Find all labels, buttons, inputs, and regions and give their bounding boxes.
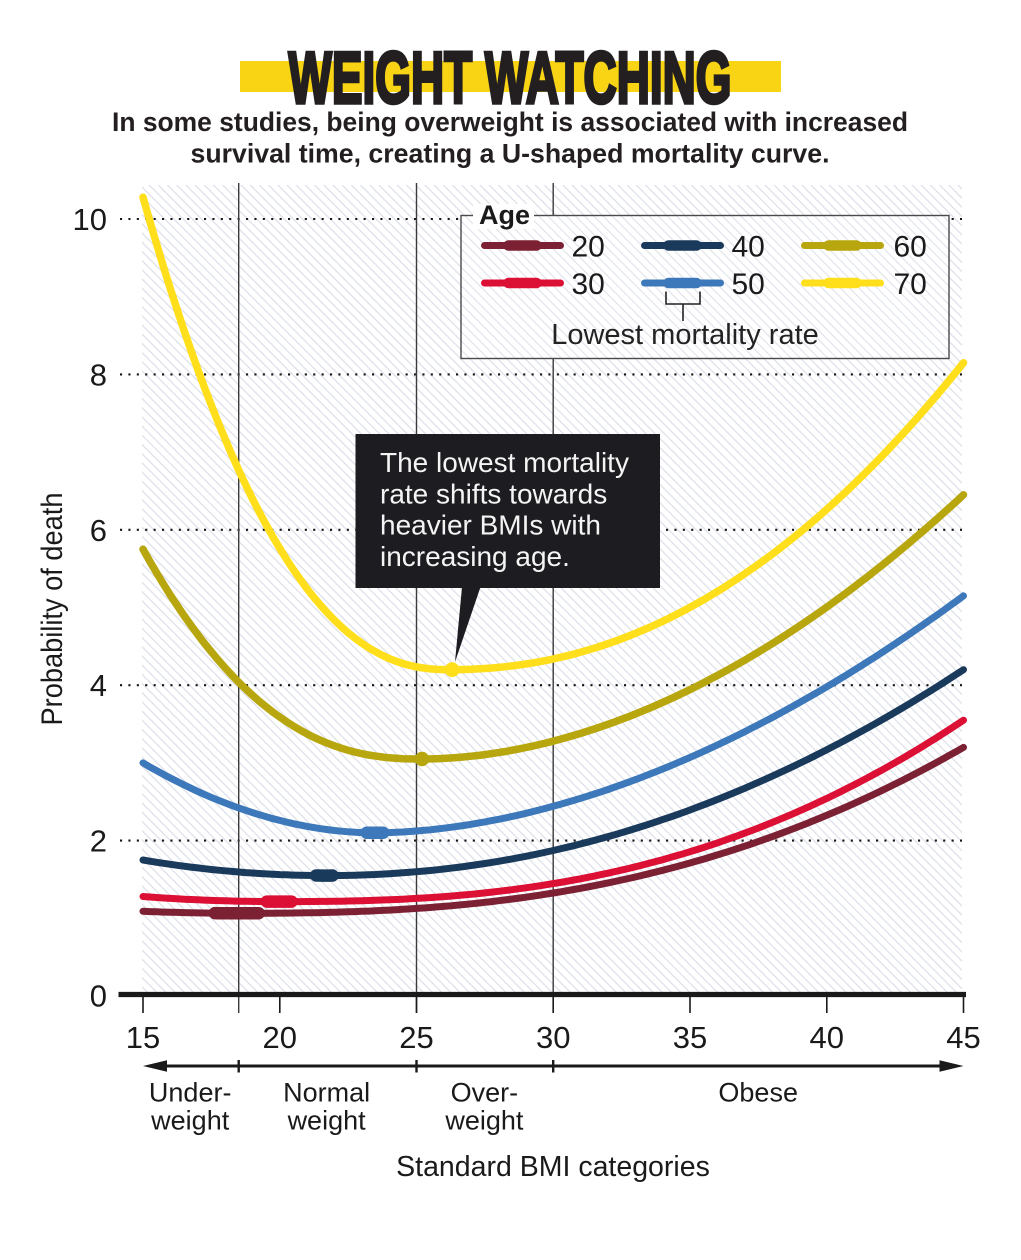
- svg-text:heavier BMIs with: heavier BMIs with: [380, 510, 601, 541]
- svg-text:50: 50: [732, 268, 765, 301]
- svg-text:Age: Age: [479, 200, 530, 230]
- svg-text:20: 20: [263, 1020, 297, 1055]
- svg-text:40: 40: [732, 231, 765, 264]
- svg-text:increasing age.: increasing age.: [380, 541, 570, 572]
- svg-text:0: 0: [90, 979, 107, 1014]
- svg-text:10: 10: [73, 202, 107, 237]
- svg-text:60: 60: [894, 231, 927, 264]
- svg-text:40: 40: [810, 1020, 844, 1055]
- svg-text:rate shifts towards: rate shifts towards: [380, 478, 607, 509]
- svg-text:Over-: Over-: [451, 1078, 519, 1108]
- svg-text:70: 70: [894, 268, 927, 301]
- svg-text:Probability of death: Probability of death: [36, 493, 69, 726]
- svg-text:survival time, creating a U-sh: survival time, creating a U-shaped morta…: [191, 139, 830, 169]
- svg-text:2: 2: [90, 824, 107, 859]
- svg-text:45: 45: [946, 1020, 980, 1055]
- svg-text:30: 30: [572, 268, 605, 301]
- svg-text:35: 35: [673, 1020, 707, 1055]
- svg-text:Normal: Normal: [283, 1078, 370, 1108]
- svg-text:20: 20: [572, 231, 605, 264]
- svg-text:weight: weight: [150, 1106, 230, 1136]
- svg-text:15: 15: [126, 1020, 160, 1055]
- svg-text:The lowest mortality: The lowest mortality: [380, 447, 629, 478]
- svg-text:30: 30: [536, 1020, 570, 1055]
- svg-text:8: 8: [90, 357, 107, 392]
- svg-text:Obese: Obese: [718, 1078, 798, 1108]
- svg-text:weight: weight: [444, 1106, 524, 1136]
- svg-text:In some studies, being overwei: In some studies, being overweight is ass…: [112, 107, 908, 137]
- svg-text:4: 4: [90, 668, 107, 703]
- svg-text:Standard BMI categories: Standard BMI categories: [396, 1151, 710, 1183]
- svg-text:WEIGHT WATCHING: WEIGHT WATCHING: [289, 38, 732, 119]
- svg-text:Lowest mortality rate: Lowest mortality rate: [551, 319, 819, 351]
- svg-text:6: 6: [90, 513, 107, 548]
- svg-text:Under-: Under-: [149, 1078, 232, 1108]
- svg-text:25: 25: [399, 1020, 433, 1055]
- svg-text:weight: weight: [287, 1106, 367, 1136]
